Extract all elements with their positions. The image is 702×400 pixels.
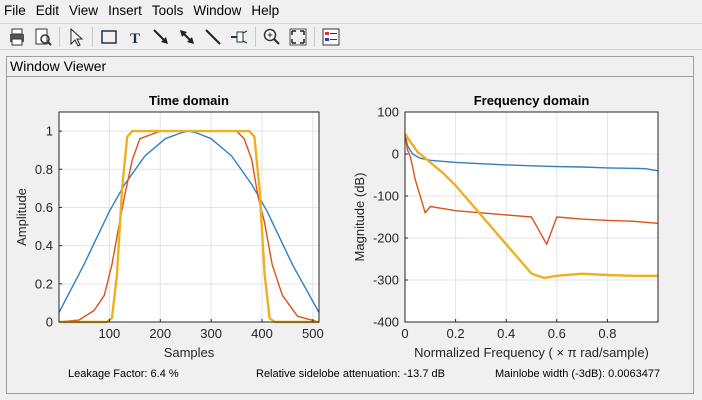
x-axis-label: Samples bbox=[164, 345, 215, 360]
x-tick-label: 0.8 bbox=[598, 326, 616, 341]
x-tick-label: 0.4 bbox=[497, 326, 515, 341]
menu-view[interactable]: View bbox=[69, 3, 99, 18]
menu-insert[interactable]: Insert bbox=[108, 3, 142, 18]
legend-icon bbox=[322, 28, 340, 45]
menu-file[interactable]: File bbox=[4, 3, 26, 18]
axes-box bbox=[58, 111, 320, 323]
x-tick-label: 0 bbox=[401, 326, 408, 341]
zoom-in-button[interactable] bbox=[261, 26, 283, 48]
arrow-icon bbox=[153, 28, 168, 44]
double-arrow-icon bbox=[180, 29, 194, 44]
line-button[interactable] bbox=[202, 26, 224, 48]
series-line-yellow bbox=[404, 133, 658, 280]
y-axis-label: Magnitude (dB) bbox=[352, 173, 367, 262]
leakage-factor-text: Leakage Factor: 6.4 % bbox=[68, 368, 179, 380]
pin-icon bbox=[231, 30, 248, 43]
print-preview-button[interactable] bbox=[32, 26, 54, 48]
y-tick-label: -200 bbox=[373, 231, 399, 246]
y-tick-label: 0.4 bbox=[35, 238, 53, 253]
series-line-blue bbox=[404, 133, 659, 172]
plot-area-1 bbox=[59, 112, 319, 322]
y-tick-label: 0.6 bbox=[35, 200, 53, 215]
x-tick-label: 200 bbox=[149, 326, 171, 341]
y-tick-label: 100 bbox=[377, 105, 399, 120]
y-tick-label: 0.8 bbox=[35, 162, 53, 177]
rectangle-button[interactable] bbox=[98, 26, 120, 48]
y-tick-label: -300 bbox=[373, 273, 399, 288]
y-tick-label: 0 bbox=[46, 315, 53, 330]
svg-text:T: T bbox=[130, 31, 140, 47]
select-arrow-button[interactable] bbox=[65, 26, 87, 48]
mainlobe-width-text: Mainlobe width (-3dB): 0.0063477 bbox=[495, 368, 661, 380]
rectangle-icon bbox=[101, 29, 117, 44]
y-tick-label: 0 bbox=[392, 147, 399, 162]
text-button[interactable]: T bbox=[124, 26, 146, 48]
print-preview-icon bbox=[35, 28, 52, 46]
series-line-yellow bbox=[59, 129, 319, 324]
double-arrow-button[interactable] bbox=[176, 26, 198, 48]
x-tick-label: 0.6 bbox=[548, 326, 566, 341]
menu-edit[interactable]: Edit bbox=[35, 3, 60, 18]
arrow-button[interactable] bbox=[150, 26, 172, 48]
pin-button[interactable] bbox=[228, 26, 250, 48]
print-button[interactable] bbox=[6, 26, 28, 48]
toolbar-separator bbox=[314, 26, 315, 47]
panel-title: Window Viewer bbox=[10, 58, 107, 74]
x-tick-label: 100 bbox=[99, 326, 121, 341]
y-tick-label: -100 bbox=[373, 189, 399, 204]
menu-window[interactable]: Window bbox=[193, 3, 242, 18]
x-tick-label: 300 bbox=[200, 326, 222, 341]
x-tick-label: 400 bbox=[251, 326, 273, 341]
series-line-orange bbox=[404, 133, 659, 246]
panel-divider bbox=[7, 76, 693, 77]
zoom-in-icon bbox=[263, 28, 280, 45]
print-icon bbox=[10, 28, 24, 45]
menu-bar: File Edit View Insert Tools Window Help bbox=[0, 0, 702, 22]
full-view-button[interactable] bbox=[287, 26, 309, 48]
menu-tools[interactable]: Tools bbox=[151, 3, 184, 18]
y-tick-label: -400 bbox=[373, 315, 399, 330]
x-tick-label: 500 bbox=[302, 326, 324, 341]
y-tick-label: 0.2 bbox=[35, 276, 53, 291]
y-axis-label: Amplitude bbox=[14, 188, 29, 246]
y-tick-label: 1 bbox=[46, 124, 53, 139]
line-icon bbox=[205, 28, 221, 45]
x-tick-label: 0.2 bbox=[447, 326, 465, 341]
axes-box bbox=[404, 111, 659, 323]
x-axis-label: Normalized Frequency ( × π rad/sample) bbox=[414, 345, 649, 360]
toolbar-separator bbox=[255, 26, 256, 47]
toolbar-separator bbox=[92, 26, 93, 47]
chart-title: Frequency domain bbox=[474, 93, 590, 108]
menu-help[interactable]: Help bbox=[251, 3, 280, 18]
sidelobe-attenuation-text: Relative sidelobe attenuation: -13.7 dB bbox=[256, 368, 445, 380]
full-view-icon bbox=[289, 28, 307, 45]
chart-title: Time domain bbox=[149, 93, 229, 108]
toolbar-separator bbox=[59, 26, 60, 47]
select-arrow-icon bbox=[70, 27, 84, 47]
text-icon: T bbox=[130, 31, 140, 47]
legend-button[interactable] bbox=[320, 26, 342, 48]
toolbar: T bbox=[0, 23, 702, 50]
